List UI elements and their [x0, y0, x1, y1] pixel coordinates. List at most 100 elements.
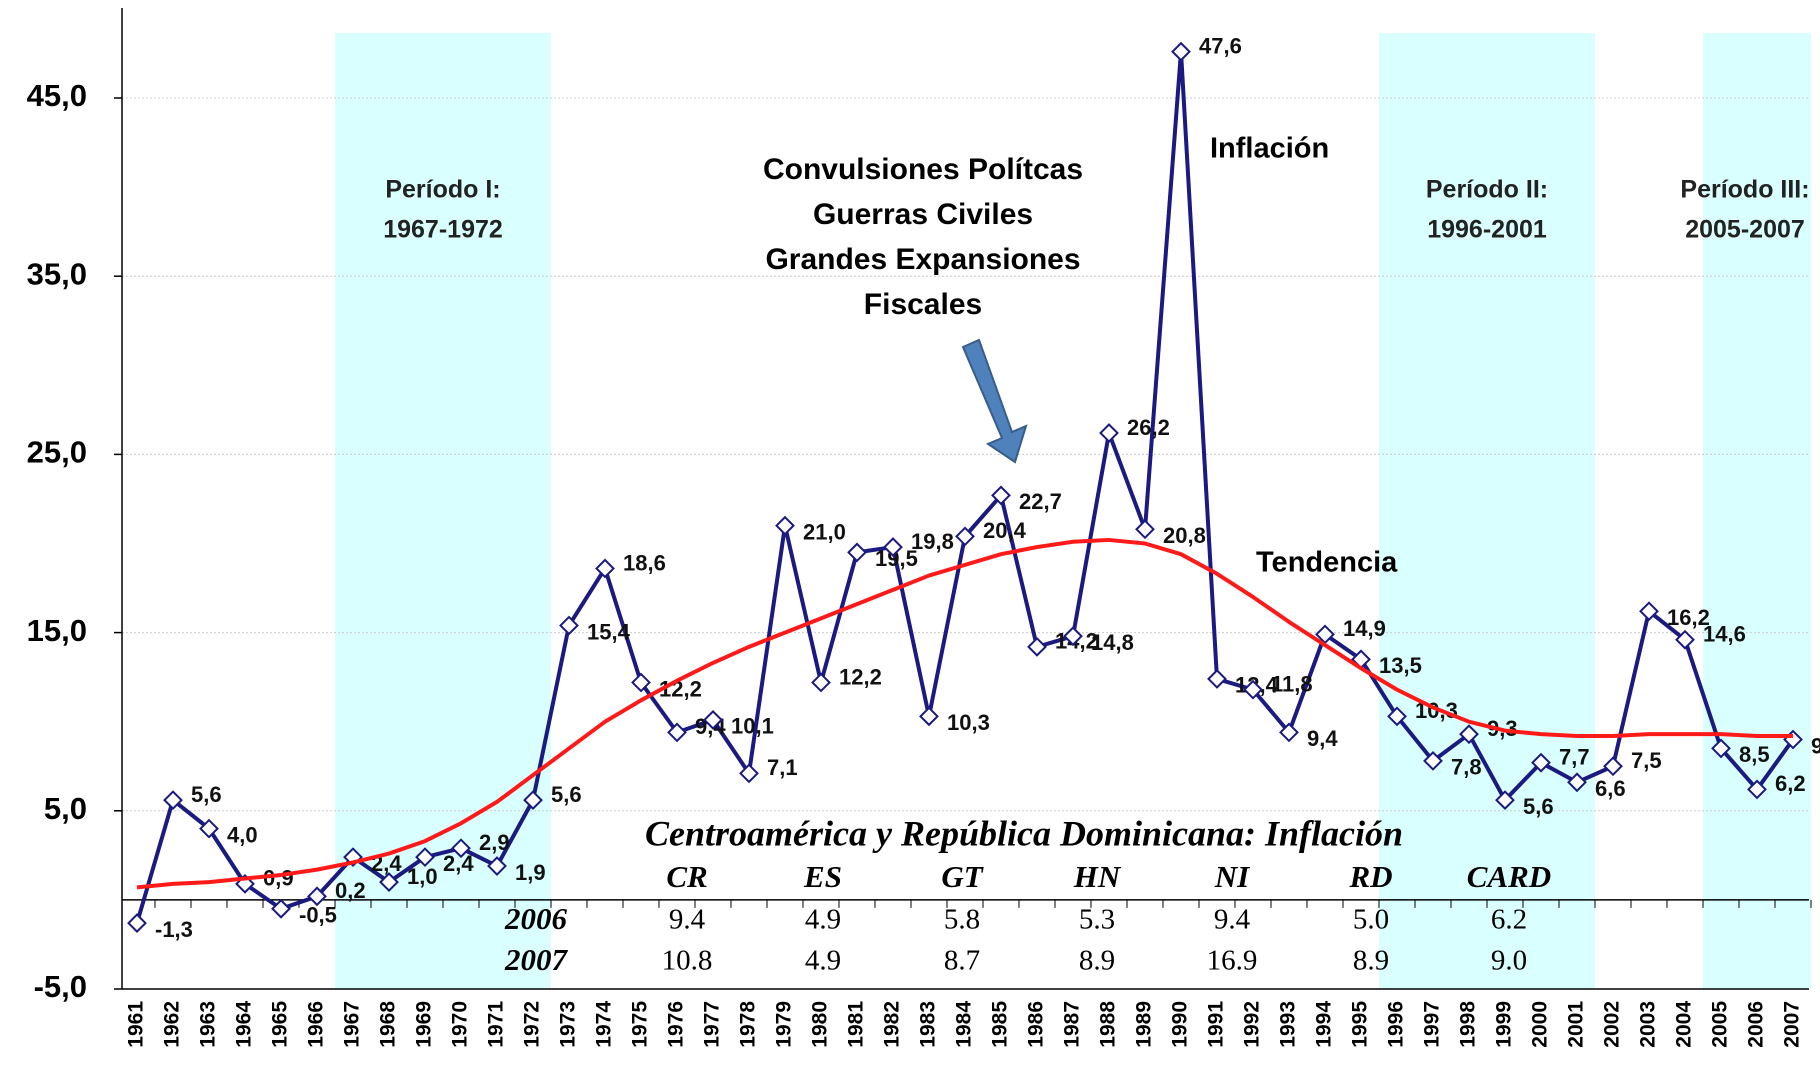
data-point — [847, 542, 867, 563]
data-label: 14,8 — [1091, 630, 1134, 655]
data-label: 11,8 — [1271, 671, 1313, 696]
data-label: 2,9 — [479, 830, 510, 855]
x-tick-label: 1990 — [1169, 1001, 1192, 1048]
data-point — [307, 886, 327, 907]
data-label: 26,2 — [1127, 415, 1170, 440]
x-tick-label: 1972 — [521, 1001, 544, 1048]
data-point — [1567, 772, 1587, 793]
data-point — [1495, 790, 1515, 811]
data-label: 7,7 — [1559, 744, 1590, 769]
x-tick-label: 1984 — [953, 1001, 976, 1048]
data-point — [1207, 669, 1227, 689]
x-tick-label: 1997 — [1421, 1001, 1444, 1048]
table-header: ES — [803, 859, 842, 894]
x-tick-label: 1964 — [233, 1001, 256, 1048]
annotation: Grandes Expansiones — [765, 243, 1080, 276]
y-tick-label: -5,0 — [34, 969, 87, 1004]
data-point — [271, 898, 291, 919]
table-row-label: 2007 — [504, 942, 569, 977]
data-label: 22,7 — [1019, 489, 1062, 514]
data-label: 1,9 — [515, 860, 546, 885]
table-header: HN — [1073, 859, 1122, 894]
data-point — [595, 558, 615, 579]
data-point — [1603, 756, 1623, 777]
data-point — [1711, 738, 1731, 759]
x-tick-label: 1965 — [269, 1001, 292, 1048]
x-tick-label: 1981 — [845, 1001, 868, 1048]
period-band — [1703, 33, 1811, 989]
data-label: 7,8 — [1451, 755, 1482, 780]
x-tick-label: 2006 — [1745, 1001, 1768, 1048]
table-cell: 9.4 — [669, 904, 706, 936]
data-label: 14,9 — [1343, 616, 1386, 641]
data-label: 7,5 — [1631, 748, 1662, 773]
data-point — [127, 913, 147, 933]
x-tick-label: 1991 — [1205, 1001, 1228, 1048]
period-label: Período II: — [1426, 176, 1548, 204]
x-tick-label: 1988 — [1097, 1001, 1120, 1048]
table-cell: 4.9 — [805, 945, 841, 977]
x-tick-label: 1967 — [341, 1001, 364, 1048]
data-label: 20,4 — [983, 518, 1027, 543]
plot: -1,35,64,00,9-0,50,22,41,02,42,91,95,615… — [127, 33, 1820, 977]
table-cell: 16.9 — [1207, 945, 1258, 977]
table-header: GT — [941, 859, 983, 894]
data-label: 8,5 — [1739, 742, 1770, 767]
data-point — [163, 790, 183, 811]
x-tick-label: 2001 — [1565, 1001, 1588, 1048]
data-label: 9,0 — [1811, 733, 1820, 758]
x-tick-label: 1969 — [413, 1001, 436, 1048]
x-tick-label: 2004 — [1673, 1001, 1696, 1048]
data-label: 10,1 — [731, 714, 774, 739]
x-tick-label: 2000 — [1529, 1001, 1552, 1048]
data-point — [559, 615, 579, 636]
data-point — [415, 847, 435, 868]
data-label: -1,3 — [155, 917, 193, 942]
x-tick-label: 2005 — [1709, 1001, 1732, 1048]
table-cell: 4.9 — [805, 904, 841, 936]
period-label: 1996-2001 — [1427, 216, 1547, 244]
x-tick-label: 1992 — [1241, 1001, 1264, 1048]
table-cell: 9.0 — [1491, 945, 1527, 977]
x-tick-label: 2002 — [1601, 1001, 1624, 1048]
data-label: 5,6 — [1523, 794, 1554, 819]
data-label: 18,6 — [623, 550, 666, 575]
data-point — [1243, 679, 1263, 700]
table-cell: 5.0 — [1353, 904, 1389, 936]
data-label: 15,4 — [587, 619, 631, 644]
period-label: 1967-1972 — [383, 216, 503, 244]
x-tick-label: 2003 — [1637, 1001, 1660, 1048]
data-point — [1135, 519, 1155, 540]
data-label: 20,8 — [1163, 523, 1206, 548]
data-point — [811, 672, 831, 693]
data-point — [955, 526, 975, 547]
table-header: RD — [1348, 859, 1392, 894]
table-cell: 6.2 — [1491, 904, 1527, 936]
annotation: Convulsiones Polítcas — [763, 153, 1083, 186]
table-header: NI — [1214, 859, 1250, 894]
annotation: Guerras Civiles — [813, 198, 1033, 231]
data-point — [883, 537, 903, 557]
data-point — [1027, 636, 1047, 657]
data-label: 4,0 — [227, 822, 258, 847]
table-cell: 8.7 — [944, 945, 980, 977]
x-tick-label: 1986 — [1025, 1001, 1048, 1048]
x-tick-label: 1976 — [665, 1001, 688, 1048]
annotation: Fiscales — [864, 288, 982, 321]
data-label: 19,8 — [911, 529, 954, 554]
table-header: CR — [666, 859, 707, 894]
x-tick-label: 1962 — [161, 1001, 184, 1048]
x-tick-label: 1980 — [809, 1001, 832, 1048]
data-point — [775, 515, 795, 536]
data-label: 21,0 — [803, 519, 846, 544]
x-tick-label: 1987 — [1061, 1001, 1084, 1048]
data-label: 5,6 — [191, 782, 222, 807]
annotation-arrow — [961, 338, 1028, 464]
data-label: 1,0 — [407, 864, 438, 889]
x-tick-label: 1968 — [377, 1001, 400, 1048]
data-point — [1171, 41, 1191, 62]
period-label: Período III: — [1680, 176, 1809, 204]
data-label: 12,2 — [839, 664, 882, 689]
y-tick-label: 45,0 — [27, 78, 87, 113]
